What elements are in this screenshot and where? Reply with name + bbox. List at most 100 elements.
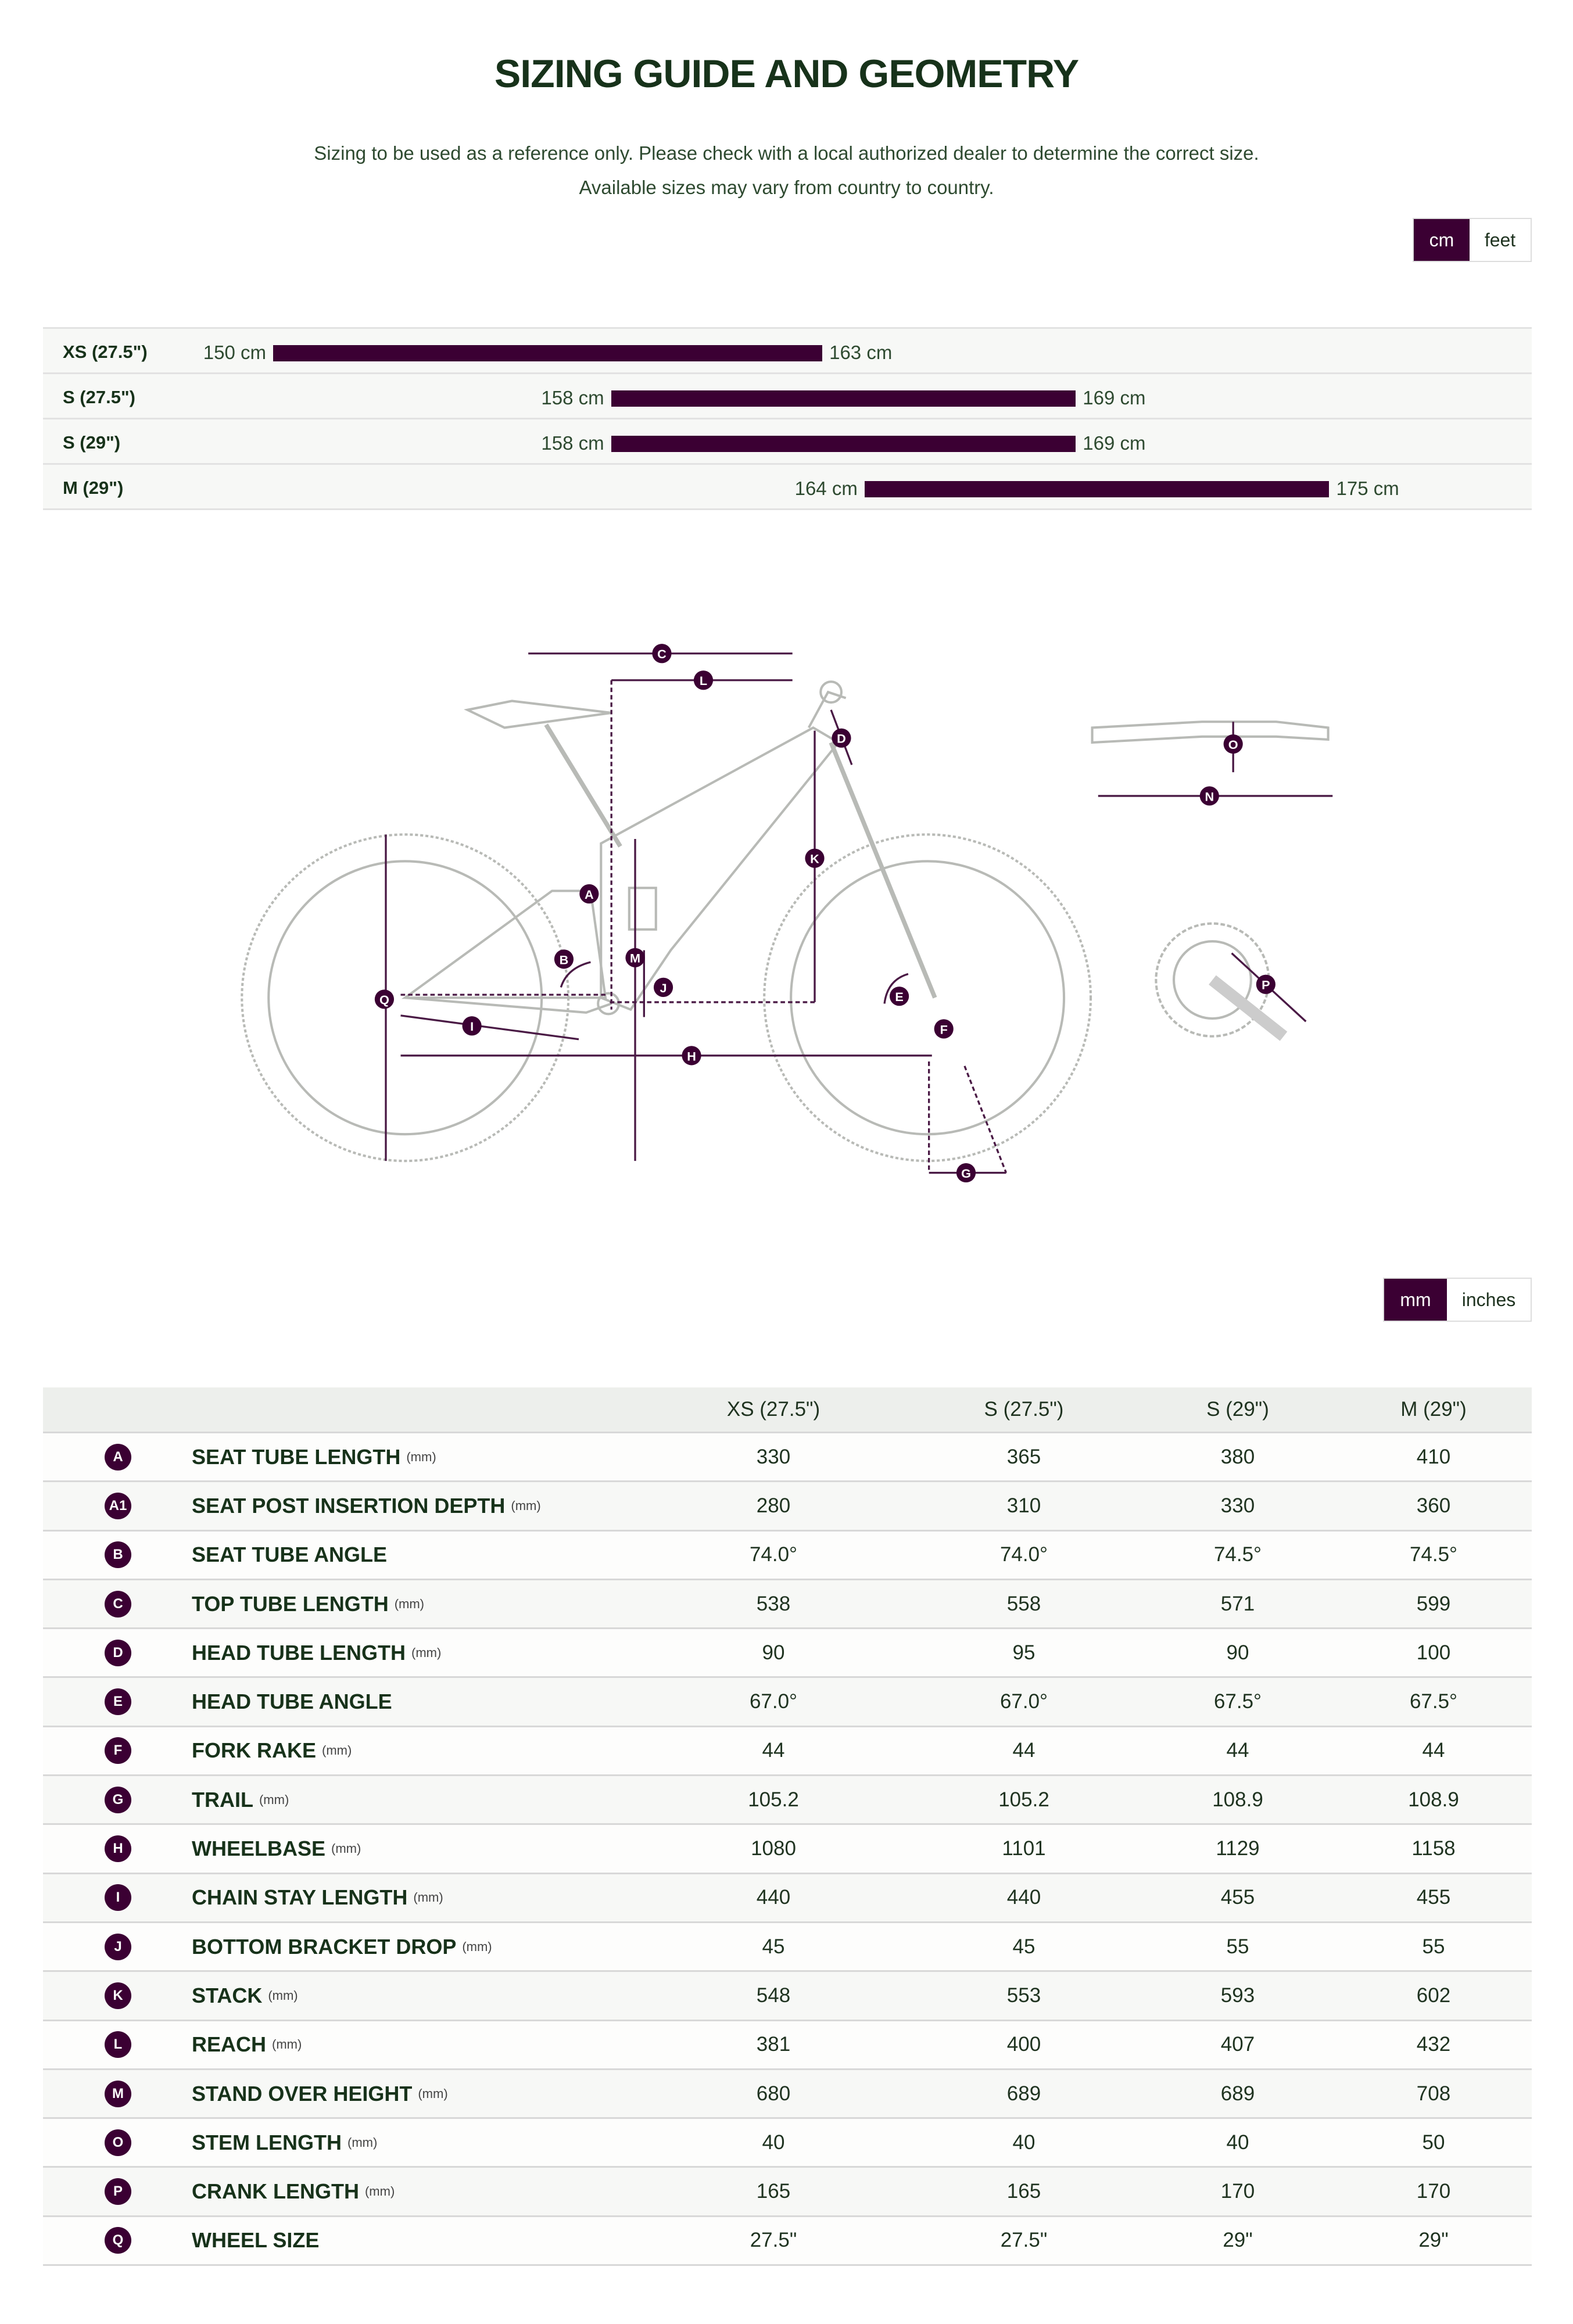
table-row: O STEM LENGTH (mm) 40 40 40 50	[43, 2119, 1532, 2168]
unit-label: (mm)	[259, 1792, 289, 1807]
diagram-marker-f: F	[934, 1019, 954, 1039]
cm-toggle-button[interactable]: cm	[1414, 219, 1470, 261]
height-unit-toggle[interactable]: cm feet	[1413, 218, 1532, 262]
value-cell: 432	[1416, 2033, 1451, 2056]
size-range-row: M (29") 164 cm 175 cm	[43, 465, 1532, 510]
value-cell: 330	[1220, 1494, 1255, 1517]
dimension-letter-badge: C	[105, 1590, 131, 1618]
dimension-label-wrap: HEAD TUBE ANGLE	[192, 1678, 392, 1725]
unit-label: (mm)	[347, 2135, 378, 2150]
value-cell: 553	[1006, 1984, 1041, 2007]
unit-label: (mm)	[413, 1890, 443, 1905]
size-range-row: XS (27.5") 150 cm 163 cm	[43, 329, 1532, 374]
size-label: M (29")	[63, 478, 124, 498]
dimension-label-wrap: SEAT TUBE LENGTH (mm)	[192, 1433, 436, 1480]
feet-toggle-button[interactable]: feet	[1470, 219, 1531, 261]
dimension-letter-badge: M	[105, 2080, 131, 2107]
value-cell: 440	[1006, 1886, 1041, 1909]
geometry-unit-toggle[interactable]: mm inches	[1383, 1278, 1532, 1322]
table-row: L REACH (mm) 381 400 407 432	[43, 2021, 1532, 2070]
value-cell: 310	[1006, 1494, 1041, 1517]
dimension-lines	[385, 652, 1333, 1174]
value-cell: 571	[1220, 1592, 1255, 1615]
value-cell: 599	[1416, 1592, 1451, 1615]
value-cell: 548	[756, 1984, 791, 2007]
value-cell: 50	[1422, 2131, 1445, 2154]
dimension-label: CHAIN STAY LENGTH	[192, 1885, 408, 1910]
marker-letter: L	[700, 673, 707, 688]
value-cell: 45	[762, 1935, 785, 1958]
table-row: G TRAIL (mm) 105.2 105.2 108.9 108.9	[43, 1776, 1532, 1826]
diagram-marker-l: L	[693, 670, 714, 690]
dimension-label: WHEELBASE	[192, 1837, 326, 1861]
marker-letter: Q	[379, 992, 389, 1007]
dimension-label-wrap: CRANK LENGTH (mm)	[192, 2168, 395, 2215]
height-range-bar	[611, 390, 1076, 407]
dimension-label-wrap: WHEELBASE (mm)	[192, 1825, 361, 1872]
dimension-letter-badge: B	[105, 1541, 131, 1569]
diagram-marker-c: C	[652, 644, 672, 664]
diagram-marker-n: N	[1199, 786, 1219, 806]
value-cell: 44	[1226, 1739, 1249, 1762]
mm-toggle-button[interactable]: mm	[1384, 1279, 1447, 1321]
unit-label: (mm)	[322, 1743, 352, 1758]
table-row: H WHEELBASE (mm) 1080 1101 1129 1158	[43, 1825, 1532, 1874]
dimension-letter-badge: P	[105, 2178, 131, 2205]
value-cell: 44	[762, 1739, 785, 1762]
dimension-label: STEM LENGTH	[192, 2130, 342, 2154]
column-header: S (27.5")	[984, 1398, 1064, 1421]
subtitle-line-2: Available sizes may vary from country to…	[579, 177, 994, 198]
diagram-marker-p: P	[1256, 974, 1275, 994]
dimension-letter-badge: L	[105, 2031, 131, 2058]
dimension-label: SEAT POST INSERTION DEPTH	[192, 1493, 506, 1518]
diagram-marker-o: O	[1223, 734, 1243, 754]
dimension-letter-badge: I	[105, 1884, 131, 1911]
dimension-letter-badge: K	[105, 1982, 131, 2009]
max-height-label: 169 cm	[1083, 432, 1146, 454]
unit-label: (mm)	[462, 1939, 492, 1954]
marker-letter: G	[961, 1166, 971, 1181]
diagram-marker-j: J	[653, 977, 673, 997]
bike-drawing	[241, 680, 1330, 1163]
size-label: S (27.5")	[63, 387, 135, 407]
value-cell: 29"	[1223, 2229, 1253, 2252]
geometry-table: XS (27.5") S (27.5") S (29") M (29") A SEAT …	[43, 1387, 1532, 2266]
min-height-label: 164 cm	[794, 478, 858, 499]
saddle	[464, 700, 612, 729]
dimension-label-wrap: TRAIL (mm)	[192, 1776, 289, 1823]
diagram-marker-q: Q	[374, 989, 395, 1009]
dimension-label-wrap: REACH (mm)	[192, 2021, 302, 2068]
value-cell: 330	[756, 1445, 791, 1468]
min-height-label: 150 cm	[203, 342, 266, 363]
seatpost	[544, 723, 622, 848]
value-cell: 74.0°	[749, 1543, 798, 1566]
unit-label: (mm)	[511, 1498, 541, 1513]
value-cell: 90	[762, 1641, 785, 1664]
min-height-label: 158 cm	[541, 432, 604, 454]
shock	[628, 887, 657, 931]
unit-label: (mm)	[418, 2086, 448, 2101]
inches-toggle-button[interactable]: inches	[1447, 1279, 1531, 1321]
dimension-label-wrap: SEAT TUBE ANGLE	[192, 1532, 387, 1579]
max-height-label: 175 cm	[1336, 478, 1399, 499]
table-row: F FORK RAKE (mm) 44 44 44 44	[43, 1727, 1532, 1777]
dimension-label-wrap: WHEEL SIZE	[192, 2217, 319, 2264]
diagram-marker-m: M	[625, 948, 645, 967]
dimension-label-wrap: STEM LENGTH (mm)	[192, 2119, 377, 2166]
handlebar-clamp	[819, 680, 843, 704]
dimension-letter-badge: A1	[105, 1492, 131, 1519]
diagram-marker-g: G	[956, 1163, 976, 1183]
dimension-label: BOTTOM BRACKET DROP	[192, 1934, 457, 1959]
dimension-label: TRAIL	[192, 1787, 253, 1812]
dimension-letter-badge: F	[105, 1737, 131, 1764]
dimension-label-wrap: CHAIN STAY LENGTH (mm)	[192, 1874, 443, 1921]
diagram-marker-k: K	[805, 848, 825, 868]
dimension-letter-badge: G	[105, 1786, 131, 1813]
geometry-table-header: XS (27.5") S (27.5") S (29") M (29")	[43, 1387, 1532, 1433]
dimension-letter-badge: J	[105, 1933, 131, 1960]
table-row: C TOP TUBE LENGTH (mm) 538 558 571 599	[43, 1580, 1532, 1630]
value-cell: 108.9	[1212, 1788, 1263, 1811]
value-cell: 29"	[1418, 2229, 1449, 2252]
unit-label: (mm)	[268, 1988, 298, 2003]
table-row: P CRANK LENGTH (mm) 165 165 170 170	[43, 2168, 1532, 2217]
